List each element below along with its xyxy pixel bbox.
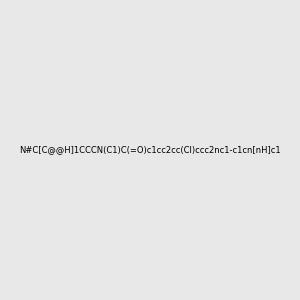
Text: N#C[C@@H]1CCCN(C1)C(=O)c1cc2cc(Cl)ccc2nc1-c1cn[nH]c1: N#C[C@@H]1CCCN(C1)C(=O)c1cc2cc(Cl)ccc2nc…	[19, 146, 281, 154]
